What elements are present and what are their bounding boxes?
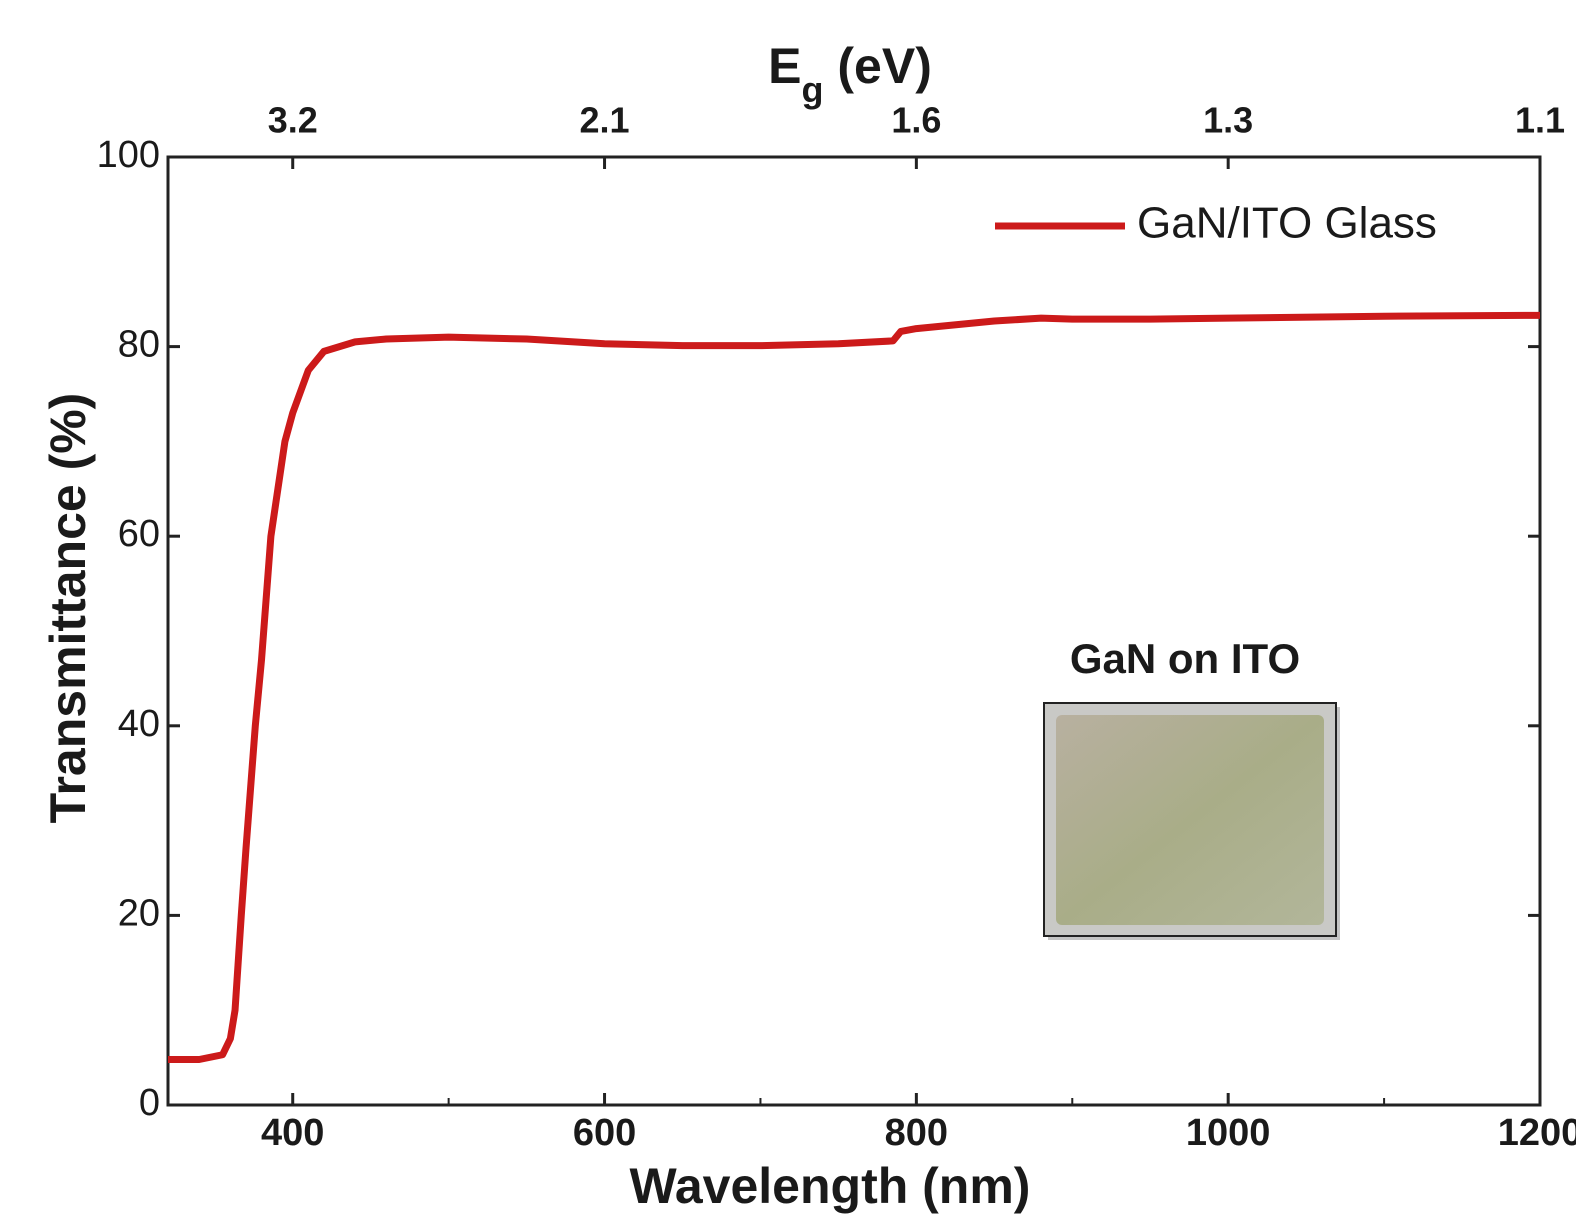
top-tick-label: 3.2 xyxy=(268,100,318,141)
top-tick-label: 2.1 xyxy=(580,100,630,141)
x-tick-label: 1200 xyxy=(1498,1112,1576,1154)
chart: Eg (eV) Wavelength (nm) Transmittance (%… xyxy=(0,0,1576,1227)
y-tick-label: 0 xyxy=(139,1082,160,1124)
y-tick-label: 20 xyxy=(118,892,160,934)
x-tick-label: 400 xyxy=(261,1112,324,1154)
legend-label: GaN/ITO Glass xyxy=(1137,199,1437,248)
x-tick-label: 1000 xyxy=(1186,1112,1271,1154)
y-axis-label: Transmittance (%) xyxy=(40,393,96,824)
top-axis-label-sub: g xyxy=(802,69,824,110)
plot-frame xyxy=(168,157,1540,1105)
x-tick-label: 800 xyxy=(885,1112,948,1154)
inset-label: GaN on ITO xyxy=(1070,635,1300,682)
top-axis-label-main: E xyxy=(768,38,801,94)
y-tick-label: 100 xyxy=(97,134,160,176)
inset-photo xyxy=(1056,715,1324,925)
data-line xyxy=(168,315,1540,1059)
x-tick-label: 600 xyxy=(573,1112,636,1154)
top-tick-label: 1.1 xyxy=(1515,100,1565,141)
top-tick-label: 1.6 xyxy=(891,100,941,141)
y-tick-label: 80 xyxy=(118,324,160,366)
top-axis-label-unit: (eV) xyxy=(824,38,932,94)
y-tick-label: 60 xyxy=(118,513,160,555)
page: Eg (eV) Wavelength (nm) Transmittance (%… xyxy=(0,0,1576,1232)
y-tick-label: 40 xyxy=(118,703,160,745)
top-tick-label: 1.3 xyxy=(1203,100,1253,141)
x-axis-label: Wavelength (nm) xyxy=(630,1158,1031,1214)
